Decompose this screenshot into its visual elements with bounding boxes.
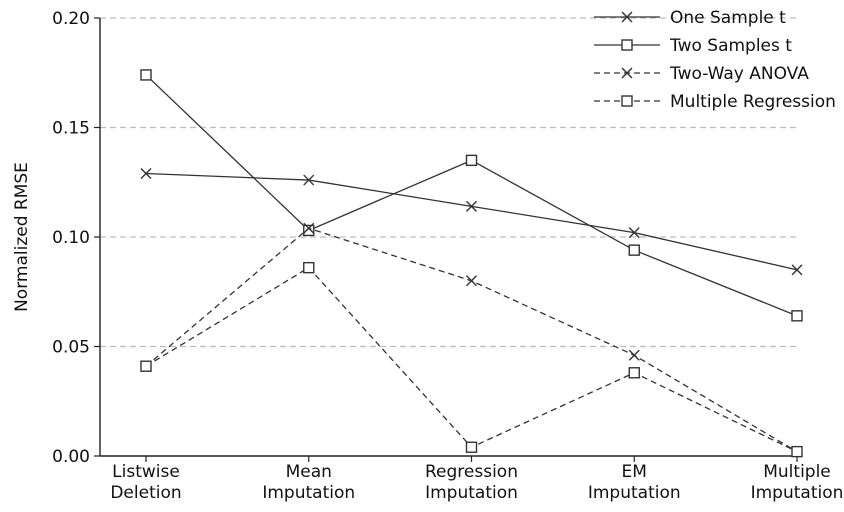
series-two-way-anova [140,222,803,458]
y-tick-label: 0.05 [52,338,90,358]
series-line [145,266,798,453]
square-marker [621,39,633,51]
x-tick-label: Multiple Imputation [751,462,844,503]
series-one-sample-t [140,167,803,276]
x-tick-label: Regression Imputation [425,462,518,503]
y-tick-label: 0.10 [52,228,90,248]
legend-label: Two-Way ANOVA [669,64,809,84]
x-marker [466,275,477,287]
legend-item: Two-Way ANOVA [594,64,809,84]
x-marker [621,11,633,23]
y-axis-title: Normalized RMSE [12,162,32,312]
x-marker [791,264,803,276]
series-multiple-regression [140,261,803,458]
legend-item: Multiple Regression [594,92,836,112]
square-marker [140,69,152,81]
legend-item: Two Samples t [594,36,792,56]
x-marker [303,222,315,234]
x-tick-label: EM Imputation [588,462,681,503]
square-marker [303,261,315,274]
series-group [140,69,803,458]
legend: One Sample t Two Samples t Two-Way ANOVA Mu… [594,8,836,112]
x-marker [621,67,633,79]
series-line [145,172,798,271]
y-tick-label: 0.20 [52,9,90,29]
square-marker [628,244,640,256]
x-tick-labels: Listwise Deletion Mean Imputation Regression… [110,462,843,503]
x-marker [628,349,640,361]
x-tick-label: Listwise Deletion [110,462,181,503]
x-marker [303,174,315,186]
square-marker [621,95,633,107]
grid-lines [100,17,800,348]
legend-label: Multiple Regression [670,92,836,112]
square-marker [465,441,478,453]
x-marker [466,200,477,212]
x-marker [140,167,152,179]
x-tick-label: Mean Imputation [262,462,355,503]
series-line [145,227,798,453]
square-marker [791,310,803,322]
legend-label: Two Samples t [669,36,792,56]
y-tick-label: 0.00 [52,447,90,467]
square-marker [791,445,803,458]
square-marker [303,224,315,237]
y-tick-labels: 0.00 0.05 0.10 0.15 0.20 [52,9,90,467]
square-marker [628,367,640,379]
legend-label: One Sample t [670,8,786,28]
y-tick-label: 0.15 [52,119,90,139]
legend-item: One Sample t [594,8,786,28]
x-marker [628,227,640,239]
series-two-samples-t [140,69,803,322]
square-marker [140,360,152,372]
square-marker [465,154,478,167]
axes [94,17,800,462]
